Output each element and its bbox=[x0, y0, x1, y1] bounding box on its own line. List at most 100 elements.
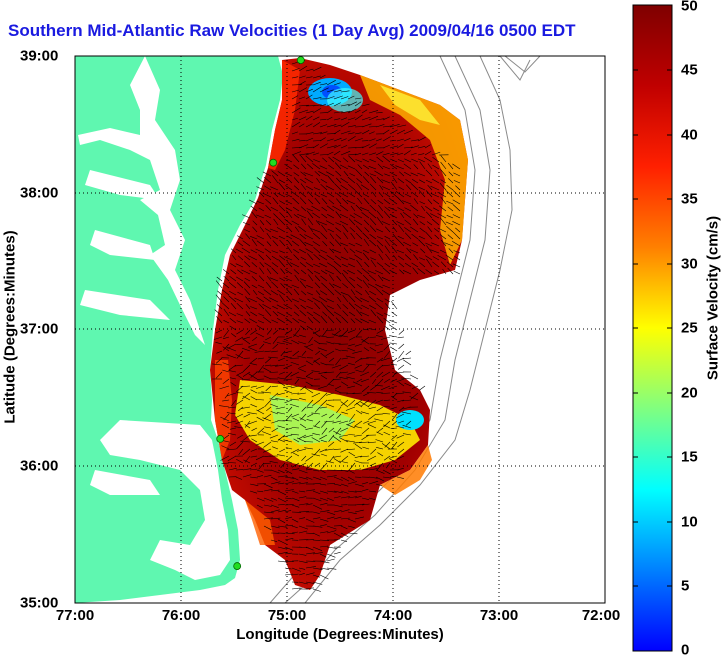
velocity-arrow bbox=[289, 403, 300, 408]
velocity-arrow bbox=[300, 304, 307, 310]
velocity-arrow bbox=[355, 204, 363, 212]
velocity-arrow bbox=[356, 410, 363, 415]
velocity-arrow bbox=[291, 392, 300, 395]
velocity-arrow bbox=[262, 417, 272, 422]
velocity-arrow bbox=[361, 267, 370, 275]
velocity-arrow bbox=[242, 240, 251, 247]
velocity-arrow bbox=[223, 343, 230, 351]
velocity-arrow bbox=[341, 316, 349, 324]
velocity-arrow bbox=[319, 469, 326, 473]
velocity-arrow bbox=[291, 191, 300, 198]
velocity-arrow bbox=[364, 261, 370, 268]
velocity-arrow bbox=[297, 213, 307, 219]
velocity-arrow bbox=[348, 399, 356, 407]
velocity-arrow bbox=[227, 462, 237, 464]
velocity-arrow bbox=[292, 154, 300, 163]
velocity-arrow bbox=[251, 284, 258, 289]
velocity-arrow bbox=[345, 355, 356, 359]
velocity-arrow bbox=[360, 207, 370, 212]
velocity-arrow bbox=[312, 588, 321, 592]
velocity-arrow bbox=[283, 283, 293, 289]
y-tick-label: 37:00 bbox=[20, 320, 59, 338]
velocity-arrow bbox=[241, 269, 251, 275]
velocity-arrow bbox=[291, 151, 302, 156]
velocity-arrow bbox=[312, 482, 321, 485]
velocity-arrow bbox=[319, 553, 327, 558]
velocity-arrow bbox=[318, 296, 328, 303]
velocity-arrow bbox=[445, 254, 454, 261]
velocity-arrow bbox=[284, 538, 294, 541]
velocity-arrow bbox=[321, 427, 328, 435]
velocity-arrow bbox=[300, 163, 307, 170]
velocity-arrow bbox=[326, 497, 334, 501]
velocity-arrow bbox=[305, 427, 314, 430]
velocity-arrow bbox=[403, 138, 411, 142]
velocity-arrow bbox=[347, 518, 357, 523]
velocity-arrow bbox=[304, 345, 314, 352]
velocity-arrow bbox=[362, 364, 370, 373]
velocity-arrow bbox=[419, 262, 426, 268]
velocity-arrow bbox=[276, 304, 286, 310]
velocity-arrow bbox=[321, 206, 328, 212]
velocity-arrow bbox=[369, 218, 377, 226]
velocity-arrow bbox=[284, 497, 292, 500]
velocity-arrow bbox=[363, 193, 370, 198]
velocity-arrow bbox=[319, 87, 329, 93]
velocity-arrow bbox=[248, 343, 258, 348]
velocity-arrow bbox=[284, 516, 293, 520]
velocity-arrow bbox=[355, 232, 363, 240]
velocity-arrow bbox=[368, 143, 377, 149]
velocity-arrow bbox=[389, 197, 398, 205]
velocity-arrow bbox=[264, 426, 272, 429]
velocity-arrow bbox=[250, 306, 258, 310]
velocity-arrow bbox=[312, 433, 321, 436]
velocity-arrow bbox=[452, 221, 461, 226]
velocity-arrow bbox=[242, 214, 251, 219]
velocity-arrow bbox=[273, 192, 279, 198]
velocity-arrow bbox=[334, 239, 342, 247]
velocity-arrow bbox=[273, 218, 279, 226]
velocity-arrow bbox=[396, 143, 404, 149]
velocity-arrow bbox=[314, 193, 321, 198]
velocity-arrow bbox=[399, 269, 405, 275]
velocity-arrow bbox=[266, 268, 272, 275]
velocity-arrow bbox=[384, 245, 391, 254]
velocity-arrow bbox=[402, 424, 412, 429]
velocity-arrow bbox=[300, 171, 307, 177]
velocity-arrow bbox=[320, 183, 328, 191]
velocity-arrow bbox=[376, 371, 384, 378]
velocity-arrow bbox=[433, 270, 440, 275]
velocity-arrow bbox=[268, 356, 279, 359]
velocity-arrow bbox=[285, 413, 293, 421]
velocity-arrow bbox=[237, 255, 244, 261]
velocity-arrow bbox=[236, 343, 244, 345]
velocity-arrow bbox=[283, 356, 293, 359]
velocity-arrow bbox=[403, 359, 412, 366]
velocity-arrow bbox=[452, 204, 461, 212]
velocity-arrow bbox=[312, 552, 323, 555]
velocity-arrow bbox=[327, 214, 335, 219]
velocity-arrow bbox=[300, 325, 307, 331]
velocity-arrow bbox=[319, 545, 329, 548]
velocity-arrow bbox=[413, 254, 419, 261]
velocity-arrow bbox=[347, 132, 355, 135]
velocity-arrow bbox=[250, 385, 258, 388]
velocity-arrow bbox=[430, 213, 440, 219]
colorbar-tick-label: 5 bbox=[681, 577, 690, 595]
velocity-arrow bbox=[319, 137, 326, 142]
velocity-arrow bbox=[270, 469, 280, 474]
velocity-arrow bbox=[257, 320, 265, 324]
velocity-arrow bbox=[305, 68, 314, 72]
velocity-arrow bbox=[361, 497, 370, 500]
velocity-arrow bbox=[304, 387, 314, 394]
velocity-arrow bbox=[291, 220, 300, 226]
velocity-arrow bbox=[230, 303, 237, 310]
velocity-arrow bbox=[325, 350, 335, 357]
velocity-arrow bbox=[326, 205, 335, 212]
velocity-arrow bbox=[264, 262, 272, 268]
velocity-arrow bbox=[300, 269, 307, 275]
velocity-arrow bbox=[321, 198, 328, 205]
velocity-arrow bbox=[372, 191, 377, 198]
velocity-arrow bbox=[442, 268, 447, 275]
velocity-arrow bbox=[361, 123, 372, 128]
